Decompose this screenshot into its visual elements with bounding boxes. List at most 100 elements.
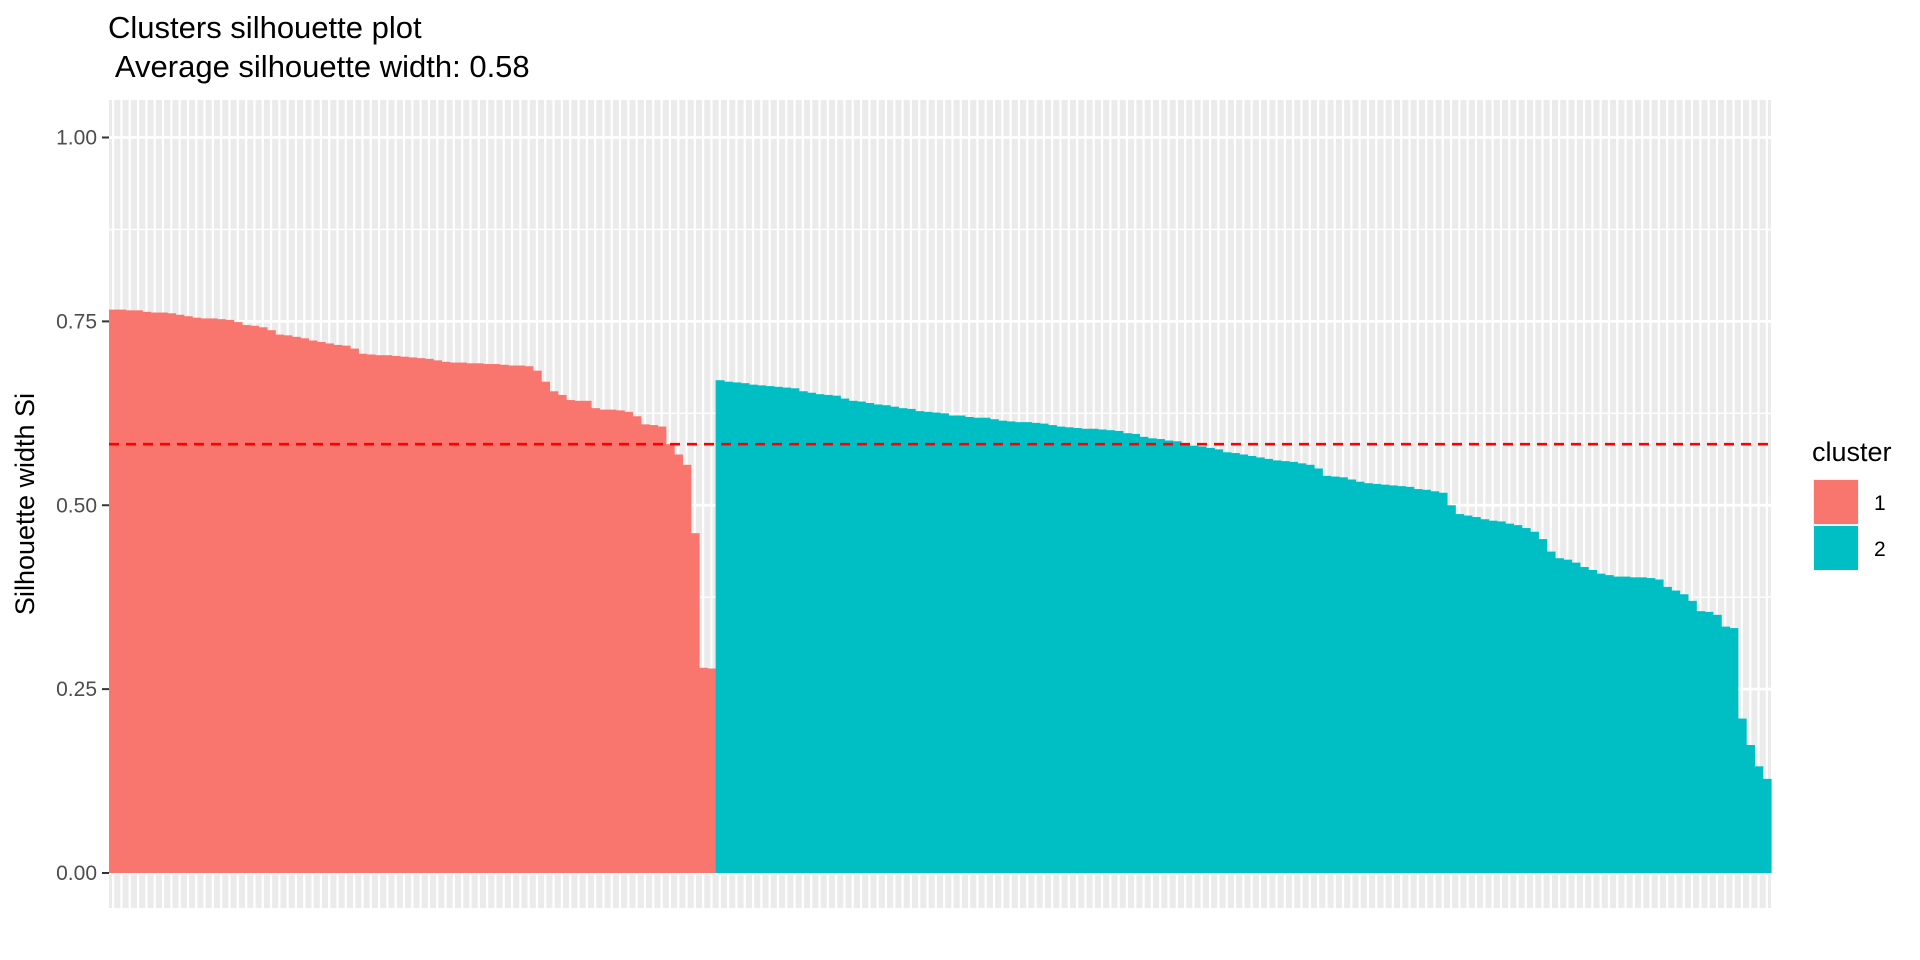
- bar-cluster-2: [1305, 464, 1315, 873]
- bar-cluster-2: [1638, 577, 1647, 873]
- y-tick-label: 0.75: [56, 310, 97, 333]
- plot-panel: [109, 100, 1772, 908]
- bar-cluster-1: [582, 400, 592, 873]
- chart-subtitle: Average silhouette width: 0.58: [108, 49, 530, 84]
- bar-cluster-1: [300, 338, 310, 873]
- bar-cluster-1: [208, 318, 218, 874]
- bar-cluster-2: [1272, 460, 1282, 873]
- bar-cluster-1: [366, 354, 376, 873]
- bar-cluster-2: [1031, 422, 1041, 873]
- bar-cluster-1: [192, 317, 202, 873]
- bar-cluster-2: [1089, 428, 1099, 873]
- bar-cluster-1: [158, 312, 168, 873]
- bar-cluster-1: [491, 364, 501, 873]
- bar-cluster-2: [1505, 523, 1514, 873]
- bar-cluster-2: [1014, 422, 1024, 873]
- bar-cluster-2: [1737, 718, 1747, 873]
- bar-cluster-1: [599, 409, 609, 873]
- bar-cluster-2: [1039, 423, 1049, 873]
- bar-cluster-2: [1421, 489, 1431, 873]
- bar-cluster-2: [1247, 455, 1257, 873]
- bar-cluster-2: [1588, 569, 1598, 873]
- bar-cluster-2: [1679, 594, 1689, 873]
- bar-cluster-2: [1621, 576, 1631, 873]
- bar-cluster-1: [516, 365, 526, 873]
- y-axis-title: Silhouette width Si: [10, 393, 40, 615]
- bar-cluster-1: [200, 318, 210, 874]
- bar-cluster-1: [167, 313, 177, 873]
- bar-cluster-2: [915, 411, 924, 873]
- bar-cluster-1: [674, 454, 683, 873]
- bar-cluster-2: [815, 394, 825, 873]
- bar-cluster-2: [1530, 531, 1539, 873]
- bar-cluster-2: [1746, 745, 1755, 873]
- bar-cluster-2: [1205, 447, 1215, 873]
- bar-cluster-1: [649, 425, 659, 873]
- bar-cluster-2: [1496, 521, 1506, 873]
- bar-cluster-2: [1255, 457, 1265, 873]
- bar-cluster-1: [657, 426, 667, 873]
- bar-cluster-1: [632, 416, 642, 873]
- y-axis: 0.00 0.25 0.50 0.75 1.00: [56, 127, 109, 885]
- bar-cluster-2: [1405, 486, 1415, 873]
- legend-entries: 12: [1813, 479, 1886, 571]
- bar-cluster-1: [574, 400, 584, 873]
- bar-cluster-2: [1363, 483, 1373, 873]
- bar-cluster-2: [890, 406, 900, 873]
- bar-cluster-1: [341, 345, 351, 874]
- bar-cluster-2: [1313, 468, 1323, 873]
- bar-cluster-1: [399, 356, 409, 874]
- bar-cluster-2: [923, 411, 933, 873]
- bar-cluster-1: [358, 353, 368, 873]
- bar-cluster-1: [183, 316, 193, 873]
- silhouette-bars: [109, 309, 1772, 874]
- bar-cluster-1: [615, 410, 625, 873]
- bar-cluster-2: [1164, 440, 1174, 873]
- bar-cluster-2: [1762, 778, 1772, 873]
- bar-cluster-2: [1554, 558, 1564, 873]
- bar-cluster-2: [1687, 600, 1697, 873]
- bar-cluster-2: [1729, 628, 1739, 873]
- bar-cluster-2: [948, 415, 958, 873]
- bar-cluster-2: [1372, 483, 1382, 873]
- bar-cluster-2: [964, 416, 974, 873]
- bar-cluster-1: [624, 411, 634, 873]
- bar-cluster-1: [590, 408, 600, 873]
- bar-cluster-2: [740, 383, 750, 873]
- y-tick-label: 0.50: [56, 494, 97, 517]
- bar-cluster-2: [723, 381, 733, 873]
- bar-cluster-2: [898, 408, 908, 873]
- bar-cluster-1: [142, 311, 152, 874]
- bar-cluster-2: [956, 415, 966, 873]
- bar-cluster-2: [1355, 481, 1365, 873]
- bar-cluster-2: [1380, 484, 1390, 873]
- bar-cluster-2: [1563, 559, 1573, 873]
- bar-cluster-2: [1106, 430, 1116, 873]
- bar-cluster-2: [1704, 611, 1714, 873]
- bar-cluster-2: [1463, 515, 1473, 873]
- bar-cluster-2: [1712, 614, 1722, 873]
- bar-cluster-2: [1330, 476, 1340, 873]
- bar-cluster-2: [1214, 449, 1224, 873]
- bar-cluster-2: [931, 412, 941, 873]
- bar-cluster-1: [150, 312, 160, 873]
- bar-cluster-1: [316, 341, 326, 873]
- legend-label-2: 2: [1874, 538, 1886, 561]
- bar-cluster-1: [507, 365, 517, 873]
- bar-cluster-1: [266, 330, 276, 873]
- bar-cluster-2: [1604, 575, 1614, 873]
- bar-cluster-2: [1721, 626, 1731, 873]
- bar-cluster-1: [258, 327, 268, 873]
- bar-cluster-2: [998, 420, 1008, 873]
- bar-cluster-2: [1613, 576, 1623, 873]
- bar-cluster-1: [707, 668, 717, 873]
- bar-cluster-1: [125, 310, 135, 873]
- bar-cluster-2: [1513, 525, 1523, 873]
- bar-cluster-1: [458, 362, 467, 873]
- bar-cluster-2: [1571, 562, 1581, 873]
- bar-cluster-2: [1081, 428, 1091, 873]
- chart-title: Clusters silhouette plot: [108, 10, 422, 45]
- bar-cluster-1: [441, 361, 451, 873]
- bar-cluster-1: [682, 464, 692, 873]
